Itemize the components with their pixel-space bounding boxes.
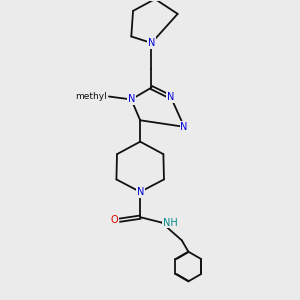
Text: O: O [110,215,118,225]
Text: N: N [181,122,188,132]
Text: N: N [167,92,175,102]
Text: N: N [136,187,144,197]
Text: N: N [148,38,155,48]
Text: N: N [128,94,135,104]
Text: methyl: methyl [75,92,106,101]
Text: NH: NH [163,218,177,227]
